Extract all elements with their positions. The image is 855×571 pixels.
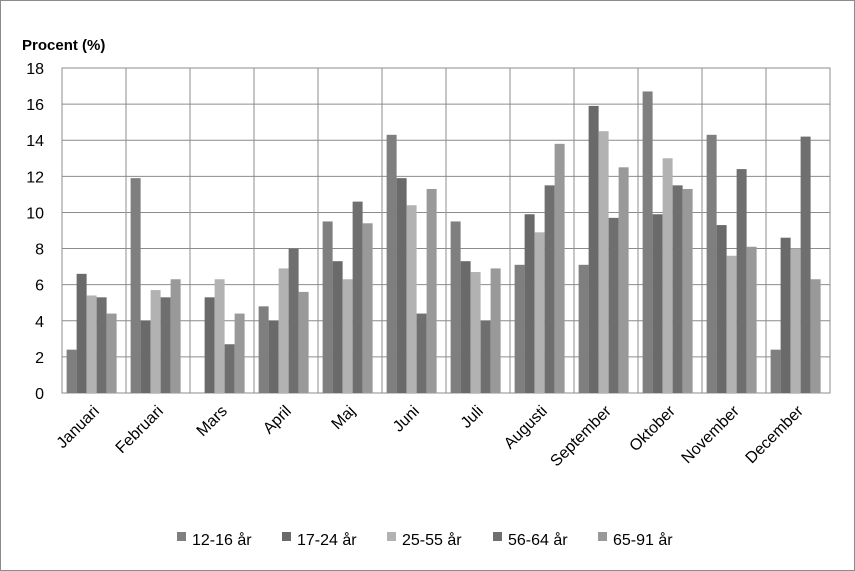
- bar: [770, 349, 781, 393]
- legend-swatch: [493, 532, 502, 541]
- plot-area: [61, 67, 831, 394]
- y-tick-label: 12: [26, 169, 44, 186]
- bar: [150, 290, 161, 393]
- bars: [66, 91, 821, 394]
- bar: [746, 246, 757, 393]
- bar: [706, 134, 717, 393]
- bar: [278, 268, 289, 393]
- y-tick-label: 8: [35, 242, 44, 259]
- bar: [578, 264, 589, 393]
- bar: [96, 297, 107, 393]
- bar: [268, 320, 279, 393]
- bar: [662, 158, 673, 393]
- x-tick-label: Juni: [390, 403, 423, 436]
- y-tick-label: 18: [26, 61, 44, 78]
- y-tick-label: 10: [26, 205, 44, 222]
- y-axis-ticks: 0 2 4 6 8 10 12 14 16 18: [26, 61, 44, 403]
- bar: [426, 188, 437, 393]
- y-tick-label: 0: [35, 386, 44, 403]
- bar: [86, 295, 97, 393]
- bar: [682, 188, 693, 393]
- bar: [76, 273, 87, 393]
- bar: [780, 237, 791, 393]
- x-tick-label: September: [547, 402, 615, 470]
- x-tick-label: Augusti: [501, 403, 551, 453]
- x-tick-label: Januari: [54, 403, 103, 452]
- bar: [386, 134, 397, 393]
- bar: [160, 297, 171, 393]
- x-axis-labels: Januari Februari Mars April Maj Juni Juli Augus…: [54, 402, 808, 470]
- bar: [130, 178, 141, 393]
- bar: [332, 261, 343, 393]
- plot-border: [61, 67, 831, 394]
- y-tick-label: 4: [35, 314, 44, 331]
- bar: [642, 91, 653, 393]
- bar: [450, 221, 461, 393]
- bar: [790, 248, 801, 393]
- bar: [810, 279, 821, 393]
- bar: [288, 248, 299, 393]
- bar: [66, 349, 77, 393]
- x-tick-label: April: [260, 403, 295, 438]
- bar: [480, 320, 491, 393]
- bar: [490, 268, 501, 393]
- bar: [618, 167, 629, 393]
- y-tick-label: 16: [26, 97, 44, 114]
- legend-label: 25-55 år: [402, 531, 462, 549]
- bar: [800, 136, 811, 394]
- legend-swatch: [598, 532, 607, 541]
- bar: [716, 225, 727, 393]
- bar: [554, 143, 565, 393]
- x-tick-label: Juli: [458, 403, 487, 432]
- x-tick-label: Mars: [194, 403, 231, 440]
- bar: [106, 313, 117, 393]
- bar: [608, 217, 619, 393]
- bar: [726, 255, 737, 393]
- bar: [736, 169, 747, 393]
- bar: [204, 297, 215, 393]
- legend-swatch: [177, 532, 186, 541]
- bar: [140, 320, 151, 393]
- bar: [234, 313, 245, 393]
- x-tick-label: November: [679, 402, 744, 467]
- bar: [342, 279, 353, 393]
- x-tick-label: Maj: [329, 403, 359, 433]
- bar: [534, 232, 545, 393]
- x-tick-label: December: [743, 402, 808, 467]
- bar: [214, 279, 225, 393]
- legend-label: 56-64 år: [508, 531, 568, 549]
- bar: [416, 313, 427, 393]
- legend: 12-16 år 17-24 år 25-55 år 56-64 år 65-91 år: [177, 531, 673, 549]
- bar: [524, 214, 535, 393]
- y-tick-label: 14: [26, 133, 44, 150]
- bar: [258, 306, 269, 393]
- bar: [588, 105, 599, 394]
- bar: [544, 185, 555, 393]
- y-tick-label: 2: [35, 350, 44, 367]
- bar: [406, 205, 417, 393]
- bar: [396, 178, 407, 393]
- y-axis-title: Procent (%): [22, 37, 105, 54]
- legend-label: 17-24 år: [297, 531, 357, 549]
- legend-label: 12-16 år: [192, 531, 252, 549]
- legend-label: 65-91 år: [613, 531, 673, 549]
- y-tick-label: 6: [35, 278, 44, 295]
- legend-swatch: [387, 532, 396, 541]
- bar: [460, 261, 471, 393]
- bar: [362, 223, 373, 393]
- bar: [652, 214, 663, 393]
- bar: [170, 279, 181, 393]
- bar: [298, 291, 309, 393]
- bar: [672, 185, 683, 393]
- bar: [352, 201, 363, 393]
- x-tick-label: Februari: [113, 403, 167, 457]
- bar: [514, 264, 525, 393]
- bar: [598, 131, 609, 393]
- bar: [224, 344, 235, 393]
- legend-swatch: [282, 532, 291, 541]
- bar: [470, 272, 481, 393]
- bar: [322, 221, 333, 393]
- x-tick-label: Oktober: [627, 402, 680, 455]
